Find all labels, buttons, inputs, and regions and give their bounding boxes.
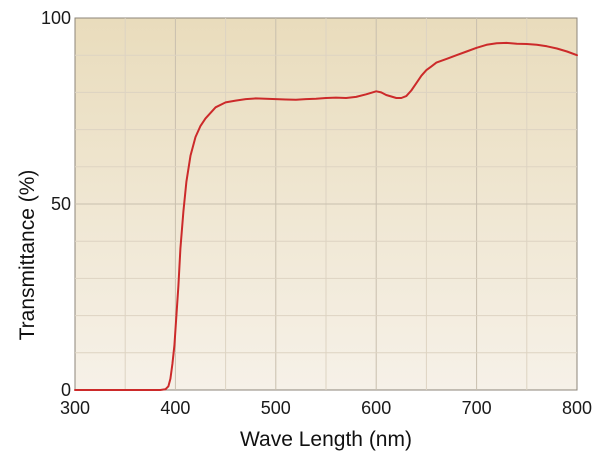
- y-ticks: 0 50 100: [41, 8, 71, 400]
- x-tick-label: 300: [60, 398, 90, 418]
- series-layer: [74, 41, 578, 391]
- x-tick-label: 600: [361, 398, 391, 418]
- grid: [75, 18, 577, 390]
- y-axis-label: Transmittance (%): [16, 170, 39, 341]
- x-tick-label: 400: [160, 398, 190, 418]
- series-line-0: [74, 41, 578, 391]
- x-tick-label: 500: [261, 398, 291, 418]
- x-axis-label: Wave Length (nm): [240, 428, 412, 451]
- y-tick-label: 100: [41, 8, 71, 28]
- y-tick-label: 50: [51, 194, 71, 214]
- y-tick-label: 0: [61, 380, 71, 400]
- x-tick-label: 800: [562, 398, 592, 418]
- x-tick-label: 700: [462, 398, 492, 418]
- x-ticks: 300 400 500 600 700 800: [60, 398, 592, 418]
